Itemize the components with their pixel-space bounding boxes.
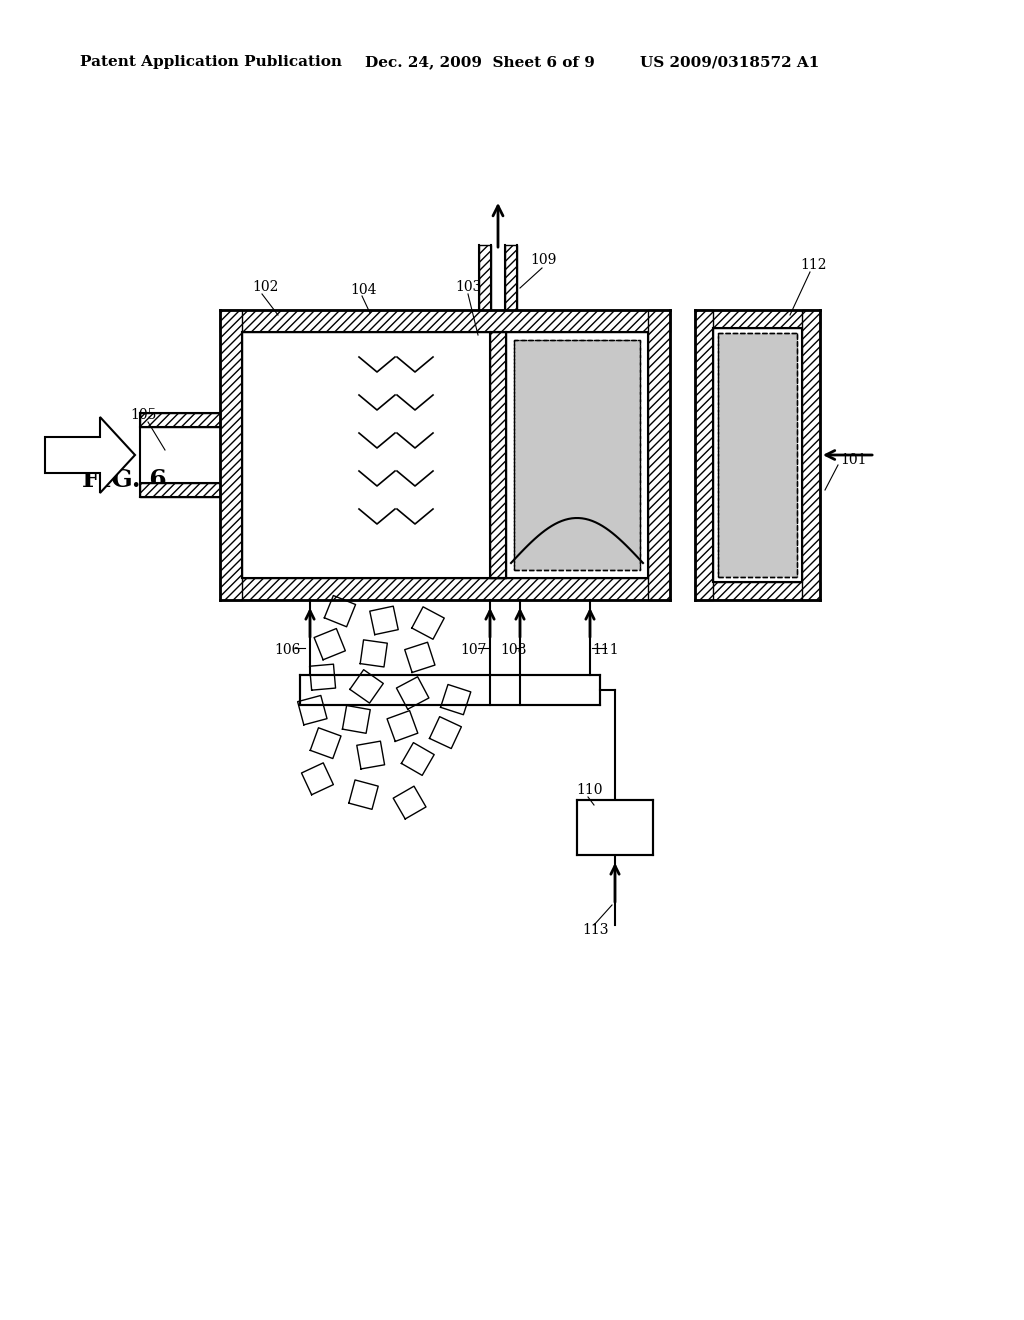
Text: 110: 110 bbox=[575, 783, 602, 797]
Bar bbox=[242, 333, 648, 578]
Text: 112: 112 bbox=[800, 257, 826, 272]
Text: 106: 106 bbox=[274, 643, 300, 657]
Text: Patent Application Publication: Patent Application Publication bbox=[80, 55, 342, 69]
Text: 101: 101 bbox=[840, 453, 866, 467]
Bar bbox=[140, 413, 220, 426]
Bar bbox=[140, 483, 220, 498]
Text: 108: 108 bbox=[500, 643, 526, 657]
Bar bbox=[802, 310, 820, 601]
Bar bbox=[220, 310, 242, 601]
Bar bbox=[300, 675, 600, 705]
Bar bbox=[718, 333, 797, 577]
Bar bbox=[695, 582, 820, 601]
Bar bbox=[695, 310, 713, 601]
Text: 113: 113 bbox=[582, 923, 608, 937]
Bar bbox=[713, 327, 802, 582]
Text: 104: 104 bbox=[350, 282, 377, 297]
Bar bbox=[577, 800, 653, 855]
Text: 102: 102 bbox=[252, 280, 279, 294]
Bar bbox=[490, 333, 506, 578]
Text: US 2009/0318572 A1: US 2009/0318572 A1 bbox=[640, 55, 819, 69]
Bar bbox=[514, 341, 640, 570]
Text: 105: 105 bbox=[130, 408, 157, 422]
Bar bbox=[648, 310, 670, 601]
Polygon shape bbox=[45, 417, 135, 492]
Bar bbox=[505, 246, 517, 310]
Bar bbox=[479, 246, 490, 310]
Bar bbox=[220, 310, 670, 333]
Text: Dec. 24, 2009  Sheet 6 of 9: Dec. 24, 2009 Sheet 6 of 9 bbox=[365, 55, 595, 69]
Bar bbox=[220, 578, 670, 601]
Text: 107: 107 bbox=[460, 643, 486, 657]
Text: 109: 109 bbox=[530, 253, 556, 267]
Text: 111: 111 bbox=[592, 643, 618, 657]
Text: FIG. 6: FIG. 6 bbox=[82, 469, 167, 492]
Bar bbox=[695, 310, 820, 327]
Text: 103: 103 bbox=[455, 280, 481, 294]
